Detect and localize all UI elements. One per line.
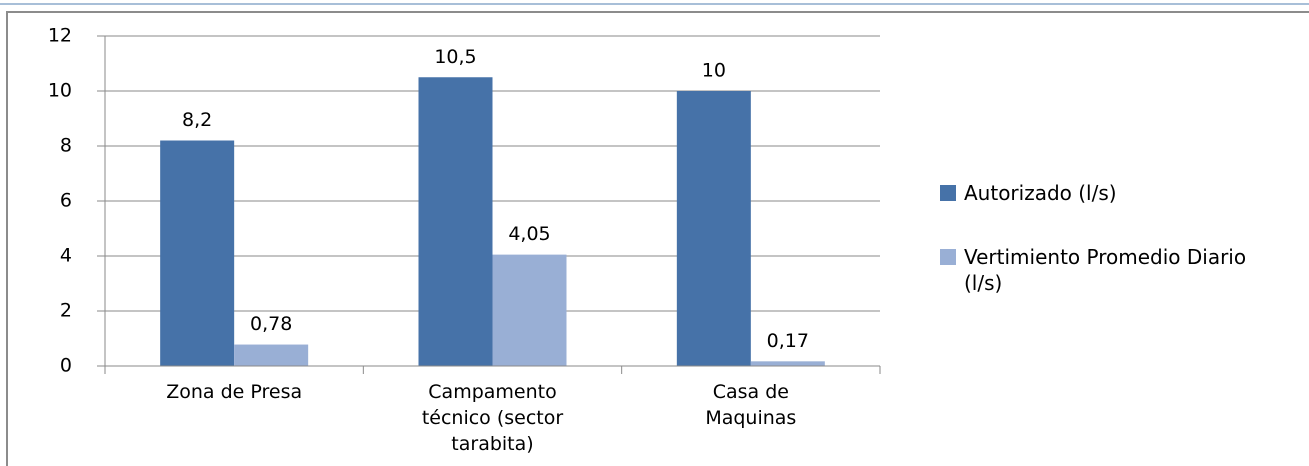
- y-tick-label: 10: [48, 80, 72, 102]
- legend-swatch: [940, 185, 956, 201]
- legend-label: Autorizado (l/s): [964, 181, 1117, 205]
- x-tick-label-line: Casa de: [713, 381, 789, 403]
- legend-entry: Vertimiento Promedio Diario (l/s): [940, 244, 1290, 296]
- bar: [750, 361, 825, 366]
- x-tick-label: Campamento técnico (sector tarabita): [422, 381, 564, 455]
- y-tick-label: 12: [48, 25, 72, 47]
- y-tick-label: 2: [60, 300, 72, 322]
- bar: [234, 344, 309, 366]
- value-label: 10,5: [434, 46, 476, 68]
- bar: [160, 140, 235, 366]
- legend-label: Vertimiento Promedio Diario (l/s): [964, 245, 1247, 295]
- value-label: 0,17: [767, 330, 809, 352]
- x-tick-label: Zona de Presa: [166, 381, 302, 403]
- value-label: 8,2: [182, 109, 212, 131]
- bar: [418, 77, 493, 366]
- legend-entry: Autorizado (l/s): [940, 180, 1290, 206]
- value-label: 0,78: [250, 313, 292, 335]
- y-tick-label: 8: [60, 135, 72, 157]
- legend-swatch: [940, 249, 956, 265]
- x-tick-label-line: tarabita): [451, 433, 533, 455]
- x-tick-label-line: técnico (sector: [422, 407, 564, 429]
- y-tick-label: 0: [60, 355, 72, 377]
- x-tick-label-line: Zona de Presa: [166, 381, 302, 403]
- value-label: 10: [702, 60, 726, 82]
- value-label: 4,05: [508, 223, 550, 245]
- chart-frame: [6, 11, 1309, 466]
- x-tick-label-line: Campamento: [428, 381, 556, 403]
- y-tick-label: 4: [60, 245, 72, 267]
- x-tick-label-line: Maquinas: [705, 407, 796, 429]
- y-tick-label: 6: [60, 190, 72, 212]
- bar: [676, 91, 751, 366]
- x-tick-label: Casa de Maquinas: [705, 381, 796, 429]
- bar: [492, 254, 567, 366]
- legend: Autorizado (l/s) Vertimiento Promedio Dia…: [940, 180, 1290, 334]
